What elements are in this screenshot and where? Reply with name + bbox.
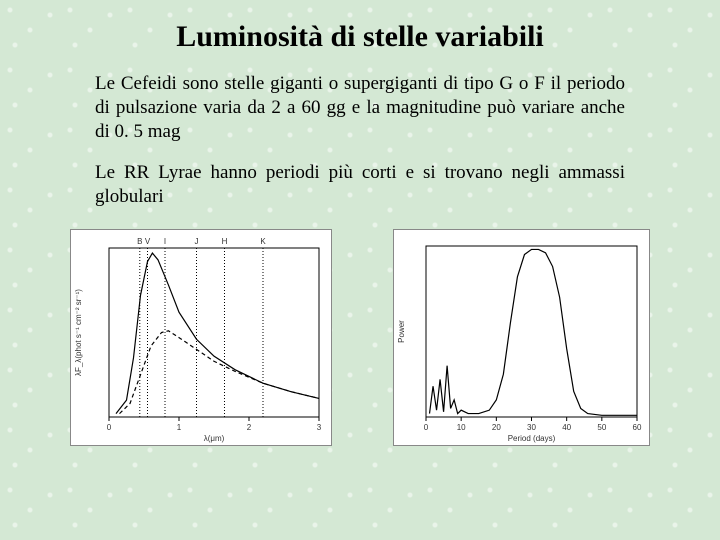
svg-text:30: 30 xyxy=(527,423,536,432)
svg-text:H: H xyxy=(222,237,228,246)
svg-text:60: 60 xyxy=(633,423,642,432)
svg-text:Period (days): Period (days) xyxy=(508,434,556,443)
svg-text:0: 0 xyxy=(424,423,429,432)
paragraph-cefeidi: Le Cefeidi sono stelle giganti o supergi… xyxy=(95,72,625,143)
svg-text:λ(μm): λ(μm) xyxy=(204,434,225,443)
paragraph-rrlyrae: Le RR Lyrae hanno periodi più corti e si… xyxy=(95,161,625,209)
svg-text:10: 10 xyxy=(457,423,466,432)
svg-text:2: 2 xyxy=(247,423,252,432)
spectrum-chart: BV I J H K 0 1 2 3 λ(μm) λF_λ(phot s⁻¹ cm⁻² sr⁻¹) xyxy=(70,229,332,446)
svg-text:V: V xyxy=(145,237,151,246)
svg-text:20: 20 xyxy=(492,423,501,432)
svg-text:λF_λ(phot s⁻¹ cm⁻² sr⁻¹): λF_λ(phot s⁻¹ cm⁻² sr⁻¹) xyxy=(74,288,83,375)
period-power-chart: 0 10 20 30 40 50 60 Period (days) Power xyxy=(393,229,650,446)
svg-text:1: 1 xyxy=(177,423,182,432)
svg-text:50: 50 xyxy=(597,423,606,432)
page-title: Luminosità di stelle variabili xyxy=(0,0,720,54)
svg-text:3: 3 xyxy=(317,423,322,432)
svg-text:K: K xyxy=(260,237,266,246)
svg-text:0: 0 xyxy=(107,423,112,432)
svg-text:Power: Power xyxy=(397,320,406,343)
svg-text:40: 40 xyxy=(562,423,571,432)
svg-text:B: B xyxy=(137,237,142,246)
charts-row: BVIJHK0123λ(μm)λF_λ(phot s⁻¹ cm⁻² sr⁻¹) … xyxy=(70,229,650,446)
svg-text:J: J xyxy=(195,237,199,246)
svg-text:I: I xyxy=(164,237,166,246)
